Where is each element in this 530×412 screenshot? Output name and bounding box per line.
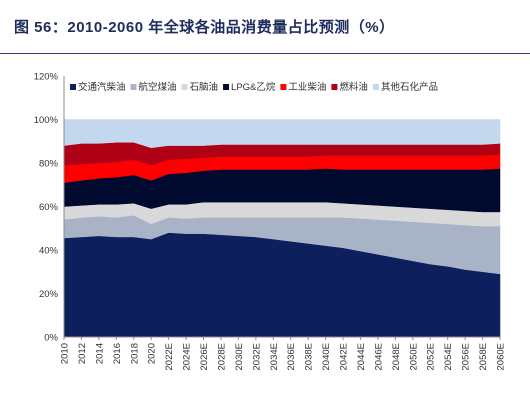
y-tick-label: 80% <box>39 159 59 170</box>
x-tick-label: 2026E <box>199 343 210 370</box>
legend-swatch-6 <box>372 84 379 90</box>
y-tick-label: 0% <box>44 333 58 344</box>
x-tick-label: 2036E <box>286 343 297 370</box>
x-tick-label: 2014 <box>94 343 105 364</box>
x-tick-label: 2058E <box>478 343 489 370</box>
legend-swatch-5 <box>331 84 338 90</box>
x-tick-label: 2022E <box>164 343 175 370</box>
stacked-area-chart: 0% 20% 40% 60% 80% 100% 120% 2010 2012 2014 2016 20… <box>34 72 507 371</box>
x-tick-label: 2032E <box>251 343 262 370</box>
x-tick-label: 2050E <box>408 343 419 370</box>
legend-swatch-2 <box>181 84 188 90</box>
legend-label-0: 交通汽柴油 <box>78 81 126 93</box>
x-tick-label: 2048E <box>391 343 402 370</box>
legend-label-1: 航空煤油 <box>139 81 177 93</box>
x-tick-label: 2052E <box>426 343 437 370</box>
title-divider <box>0 53 530 54</box>
x-tick-label: 2054E <box>443 343 454 370</box>
x-tick-label: 2024E <box>182 343 193 370</box>
legend-swatch-0 <box>70 84 76 90</box>
legend-swatch-4 <box>280 84 287 90</box>
legend-label-6: 其他石化产品 <box>381 81 438 93</box>
legend-label-5: 燃料油 <box>339 81 368 93</box>
x-tick-label: 2042E <box>339 343 350 370</box>
legend-label-4: 工业柴油 <box>288 81 326 93</box>
y-tick-label: 60% <box>39 202 59 213</box>
y-tick-label: 100% <box>34 115 59 126</box>
x-tick-label: 2044E <box>356 343 367 370</box>
series-area-6 <box>63 119 501 149</box>
x-tick-label: 2034E <box>269 343 280 370</box>
x-tick-label: 2038E <box>304 343 315 370</box>
x-tick-label: 2012 <box>77 343 88 364</box>
x-tick-label: 2028E <box>216 343 227 370</box>
x-tick-label: 2056E <box>461 343 472 370</box>
x-tick-label: 2046E <box>373 343 384 370</box>
axes: 0% 20% 40% 60% 80% 100% 120% 2010 2012 2014 2016 20… <box>34 72 507 371</box>
x-tick-label: 2018 <box>129 343 140 364</box>
x-tick-label: 2010 <box>60 343 71 364</box>
legend-swatch-1 <box>130 84 137 90</box>
y-tick-label: 40% <box>39 246 59 257</box>
x-tick-label: 2020 <box>147 343 158 364</box>
legend-label-2: 石脑油 <box>190 81 219 93</box>
y-tick-label: 20% <box>39 289 59 300</box>
x-tick-label: 2016 <box>112 343 123 364</box>
x-tick-label: 2030E <box>234 343 245 370</box>
y-tick-label: 120% <box>34 72 59 83</box>
legend-swatch-3 <box>223 84 230 90</box>
legend: 交通汽柴油 航空煤油 石脑油 LPG&乙烷 工业柴油 燃料油 其他石化产品 <box>70 81 438 93</box>
legend-label-3: LPG&乙烷 <box>231 81 276 93</box>
plot-areas <box>63 119 501 338</box>
x-tick-label: 2040E <box>321 343 332 370</box>
figure-title: 图 56：2010-2060 年全球各油品消费量占比预测（%） <box>14 19 395 36</box>
x-tick-label: 2060E <box>496 343 507 370</box>
